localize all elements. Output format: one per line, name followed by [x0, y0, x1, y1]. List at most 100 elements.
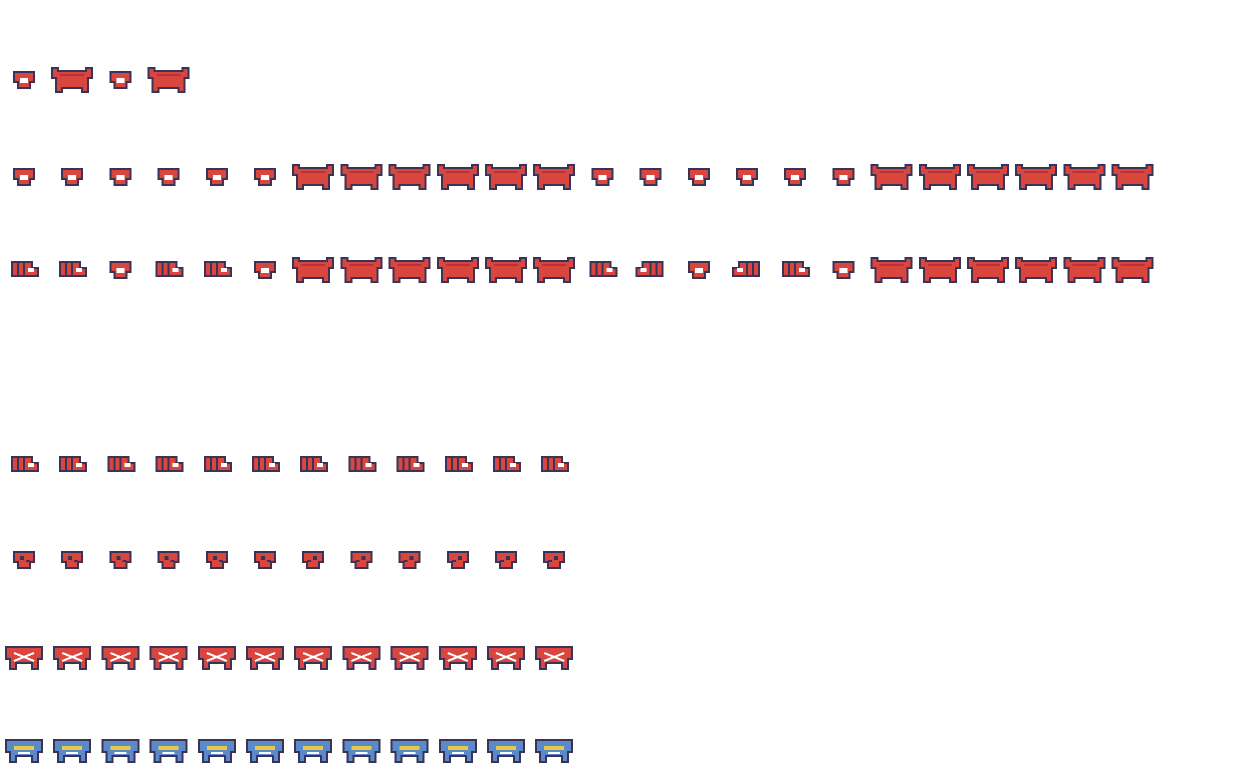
sprite: [533, 257, 576, 283]
sprite: [870, 257, 913, 283]
sprite: [541, 456, 570, 472]
sprite: [736, 168, 758, 186]
sprite: [205, 168, 228, 186]
sprite: [396, 456, 425, 472]
sprite: [59, 456, 88, 472]
sprite: [1015, 257, 1058, 283]
sprite: [388, 164, 431, 190]
sprite: [155, 261, 184, 277]
sprite: [5, 646, 43, 670]
sprite: [197, 739, 236, 763]
sprite: [535, 739, 574, 763]
sprite: [918, 164, 961, 190]
sprite: [1063, 164, 1106, 190]
sprite: [203, 261, 232, 277]
sprite: [444, 456, 473, 472]
sprite: [342, 646, 381, 670]
sprite: [446, 551, 469, 569]
sprite: [340, 164, 383, 190]
sprite: [254, 168, 276, 186]
sprite: [1015, 164, 1058, 190]
sprite: [782, 261, 811, 277]
sprite: [485, 164, 527, 190]
sprite: [61, 551, 84, 569]
sprite: [53, 739, 92, 763]
sprite: [340, 257, 383, 283]
sprite: [203, 456, 232, 472]
sprite: [292, 257, 335, 283]
sprite: [13, 71, 35, 89]
sprite: [436, 257, 479, 283]
sprite: [543, 551, 566, 569]
sprite: [732, 261, 760, 277]
sprite: [1111, 164, 1154, 190]
sprite: [101, 646, 140, 670]
sprite: [11, 261, 39, 277]
sprite: [246, 646, 284, 670]
sprite: [1063, 257, 1106, 283]
sprite: [101, 739, 140, 763]
sprite: [252, 456, 280, 472]
sprite: [591, 168, 614, 186]
sprite: [157, 168, 180, 186]
sprite: [918, 257, 961, 283]
sprite: [107, 456, 136, 472]
sprite: [493, 456, 521, 472]
sprite: [438, 739, 477, 763]
sprite: [254, 551, 276, 569]
sprite: [639, 168, 662, 186]
sprite: [246, 739, 284, 763]
sprite: [485, 257, 527, 283]
sprite: [292, 164, 335, 190]
sprite: [1111, 257, 1154, 283]
sprite: [832, 168, 855, 186]
sprite: [390, 739, 429, 763]
sprite: [487, 646, 525, 670]
sprite: [342, 739, 381, 763]
sprite: [495, 551, 517, 569]
sprite: [348, 456, 377, 472]
sprite: [149, 739, 188, 763]
sprite: [388, 257, 431, 283]
sprite: [5, 739, 43, 763]
sprite: [254, 261, 276, 279]
sprite: [967, 164, 1009, 190]
sprite: [59, 261, 88, 277]
sprite: [589, 261, 618, 277]
sprite: [535, 646, 574, 670]
sprite: [390, 646, 429, 670]
sprite: [109, 261, 132, 279]
sprite: [438, 646, 477, 670]
sprite: [147, 67, 190, 93]
sprite: [51, 67, 94, 93]
sprite: [300, 456, 329, 472]
sprite: [109, 71, 132, 89]
sprite: [635, 261, 664, 277]
sprite: [109, 551, 132, 569]
sprite: [533, 164, 576, 190]
sprite: [302, 551, 325, 569]
sprite: [13, 551, 35, 569]
sprite: [61, 168, 84, 186]
sprite: [205, 551, 228, 569]
sprite: [687, 261, 710, 279]
sprite: [398, 551, 421, 569]
sprite: [149, 646, 188, 670]
sprite: [155, 456, 184, 472]
sprite: [967, 257, 1009, 283]
sprite: [294, 739, 333, 763]
sprite: [109, 168, 132, 186]
sprite: [436, 164, 479, 190]
sprite: [13, 168, 35, 186]
sprite: [350, 551, 373, 569]
sprite: [870, 164, 913, 190]
sprite: [294, 646, 333, 670]
sprite: [487, 739, 525, 763]
sprite: [687, 168, 710, 186]
sprite: [832, 261, 855, 279]
sprite: [197, 646, 236, 670]
sprite-grid: [5, 67, 1154, 763]
sprite: [784, 168, 807, 186]
